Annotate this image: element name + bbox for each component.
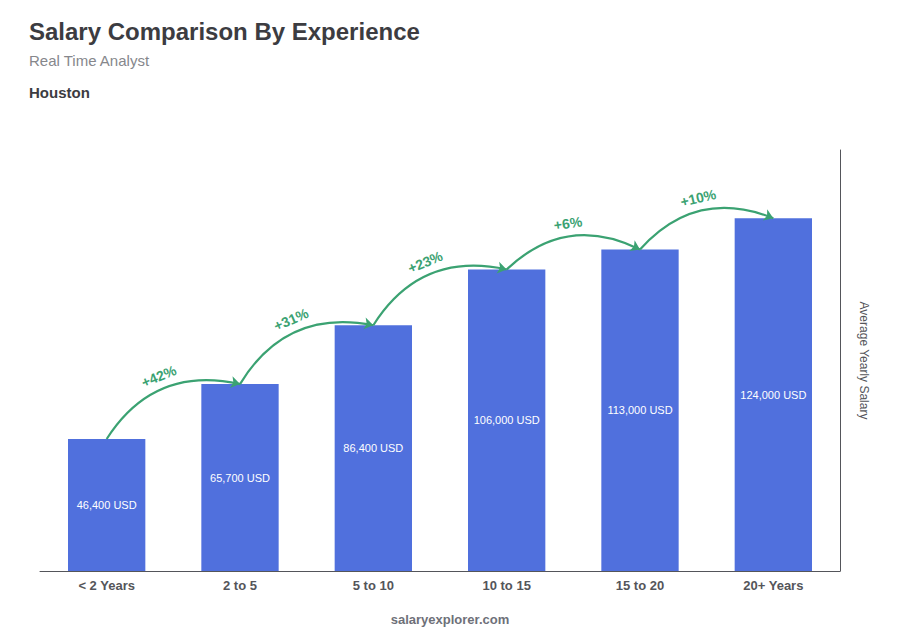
- svg-text:+31%: +31%: [271, 305, 311, 334]
- svg-text:Salary Comparison By Experienc: Salary Comparison By Experience: [29, 18, 420, 45]
- svg-text:20+ Years: 20+ Years: [743, 578, 803, 593]
- svg-text:< 2 Years: < 2 Years: [78, 578, 135, 593]
- svg-text:10 to 15: 10 to 15: [482, 578, 530, 593]
- svg-text:5 to 10: 5 to 10: [353, 578, 394, 593]
- svg-text:explorer.com: explorer.com: [428, 612, 509, 627]
- svg-text:46,400 USD: 46,400 USD: [77, 499, 137, 511]
- svg-text:+10%: +10%: [679, 186, 718, 210]
- svg-text:113,000 USD: 113,000 USD: [607, 404, 672, 416]
- svg-text:+42%: +42%: [139, 362, 179, 391]
- svg-text:2 to 5: 2 to 5: [223, 578, 257, 593]
- svg-text:Real Time Analyst: Real Time Analyst: [29, 52, 150, 69]
- svg-text:86,400 USD: 86,400 USD: [343, 442, 403, 454]
- svg-text:+6%: +6%: [553, 213, 584, 233]
- svg-text:106,000 USD: 106,000 USD: [474, 414, 540, 426]
- svg-text:Houston: Houston: [29, 84, 90, 101]
- svg-text:salary: salary: [391, 612, 429, 627]
- svg-text:124,000 USD: 124,000 USD: [740, 389, 806, 401]
- svg-text:+23%: +23%: [405, 247, 445, 276]
- svg-text:Average Yearly Salary: Average Yearly Salary: [857, 302, 871, 420]
- svg-text:15 to 20: 15 to 20: [616, 578, 664, 593]
- svg-text:65,700 USD: 65,700 USD: [210, 472, 270, 484]
